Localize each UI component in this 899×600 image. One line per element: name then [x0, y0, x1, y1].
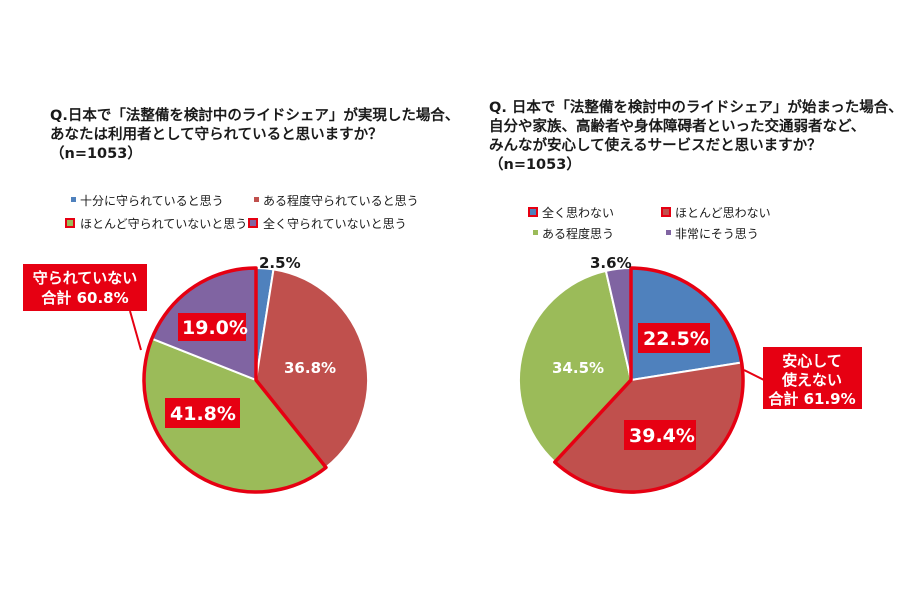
- chart2-callout-line-3: 合計 61.9%: [767, 390, 855, 408]
- chart1-label-3: 41.8%: [170, 403, 236, 425]
- chart2-label-box-2: [624, 420, 696, 450]
- chart2-label-2: 39.4%: [629, 425, 695, 447]
- chart1-legend-label-1: 十分に守られていると思う: [80, 194, 224, 208]
- chart2-legend-swatch-3: [533, 230, 538, 235]
- chart1-label-1: 2.5%: [259, 254, 301, 272]
- chart1-callout: 守られていない 合計 60.8%: [23, 264, 147, 351]
- chart2-callout-box: [763, 347, 862, 409]
- chart1-title-line-1: Q.日本で「法整備を検討中のライドシェア」が実現した場合、: [50, 106, 459, 124]
- chart2-legend-label-4: 非常にそう思う: [675, 227, 759, 241]
- chart2-legend-label-3: ある程度思う: [542, 226, 614, 241]
- chart1-legend-swatch-4: [248, 218, 258, 228]
- chart1-legend-label-3: ほとんど守られていないと思う: [80, 217, 247, 231]
- chart2-legend-label-1: 全く思わない: [542, 205, 614, 220]
- chart2-callout: 安心して 使えない 合計 61.9%: [743, 347, 862, 409]
- chart2-title-line-3: みんなが安心して使えるサービスだと思いますか？: [489, 136, 822, 154]
- chart2-slice-3: [518, 269, 633, 464]
- chart1-pie: [142, 266, 369, 494]
- chart1-title-line-3: （n=1053）: [50, 144, 142, 162]
- chart2-label-1: 22.5%: [643, 328, 709, 350]
- chart1-title-line-2: あなたは利用者として守られていると思いますか？: [50, 125, 383, 143]
- chart2-legend-swatch-4: [666, 230, 671, 235]
- chart1-label-2: 36.8%: [284, 359, 336, 377]
- chart1-callout-box: [23, 264, 147, 311]
- chart1-legend: 十分に守られていると思う ある程度守られていると思う ほとんど守られていないと思…: [65, 193, 419, 231]
- chart2-title-line-4: （n=1053）: [489, 155, 581, 173]
- chart1-callout-line-1: 守られていない: [33, 269, 138, 287]
- chart2-callout-line-2: 使えない: [781, 371, 842, 389]
- chart2-callout-leader: [743, 369, 765, 381]
- chart1-callout-leader: [129, 310, 142, 351]
- chart2-title-line-2: 自分や家族、高齢者や身体障碍者といった交通弱者など、: [489, 117, 865, 135]
- chart2-legend-swatch-1: [528, 207, 538, 217]
- chart2-callout-line-1: 安心して: [782, 352, 842, 370]
- chart1-label-box-3: [165, 398, 240, 428]
- chart1-legend-swatch-3: [65, 218, 75, 228]
- chart2-legend-swatch-2: [661, 207, 671, 217]
- chart2-highlight-outline: [553, 266, 745, 494]
- chart1-label-4: 19.0%: [182, 317, 248, 339]
- chart2-pie: [518, 266, 745, 494]
- chart1-highlight-outline: [142, 266, 328, 494]
- chart1-slice-2: [254, 268, 369, 469]
- chart2-legend-label-2: ほとんど思わない: [675, 206, 771, 220]
- chart2-label-box-1: [638, 323, 710, 353]
- chart2-label-4: 3.6%: [590, 254, 632, 272]
- chart1-callout-line-2: 合計 60.8%: [40, 289, 128, 307]
- chart1-label-box-4: [178, 313, 246, 341]
- chart1-legend-swatch-1: [71, 197, 76, 202]
- chart2-label-3: 34.5%: [552, 359, 604, 377]
- chart1-legend-label-4: 全く守られていないと思う: [263, 216, 407, 231]
- chart1-legend-swatch-2: [254, 197, 259, 202]
- chart2-legend: 全く思わない ほとんど思わない ある程度思う 非常にそう思う: [528, 205, 771, 241]
- chart1-legend-label-2: ある程度守られていると思う: [263, 193, 419, 208]
- chart2-title-line-1: Q. 日本で「法整備を検討中のライドシェア」が始まった場合、: [489, 98, 899, 116]
